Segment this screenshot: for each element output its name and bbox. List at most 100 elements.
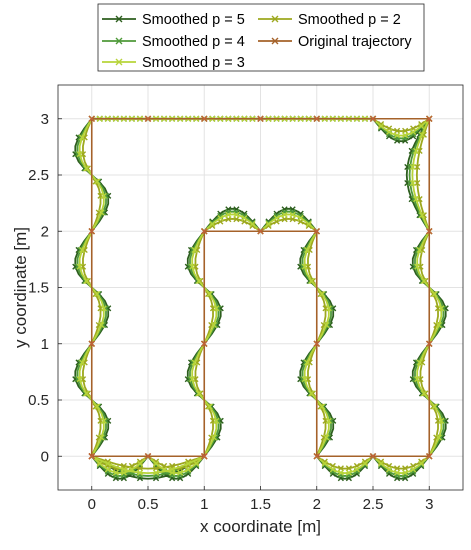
series-point <box>96 460 103 467</box>
series-point <box>136 469 144 476</box>
series-point <box>319 403 326 410</box>
series-point <box>416 246 423 254</box>
series-point <box>257 115 264 123</box>
series-point <box>195 277 202 285</box>
series-point <box>438 305 445 312</box>
series-point <box>100 417 107 424</box>
series-point <box>402 469 409 476</box>
series-point <box>325 417 332 424</box>
plot-series <box>72 115 449 482</box>
series-point <box>425 115 433 123</box>
series-point <box>78 134 86 141</box>
series-point <box>213 417 220 424</box>
legend-box <box>97 3 425 72</box>
series-point <box>418 460 425 467</box>
series-point <box>200 227 208 235</box>
x-tick-label: 1.5 <box>250 496 271 513</box>
series-point <box>438 417 445 424</box>
series-point <box>319 290 326 298</box>
series-point <box>303 246 311 254</box>
legend-marker <box>115 37 123 45</box>
series-point <box>325 305 332 312</box>
series-point <box>76 151 83 158</box>
series-point <box>144 452 152 460</box>
series-point <box>83 390 90 397</box>
series-point <box>329 466 336 473</box>
series-point <box>88 452 96 460</box>
series-point <box>210 434 218 441</box>
series-point <box>265 220 272 228</box>
series-point <box>418 458 425 465</box>
series-point <box>120 469 127 476</box>
series-point <box>425 227 433 235</box>
series-point <box>94 403 101 410</box>
x-axis-label: x coordinate [m] <box>200 517 321 536</box>
series-point <box>301 263 308 270</box>
series-point <box>225 211 232 218</box>
series-point <box>289 211 296 218</box>
series-point <box>353 466 361 473</box>
series-point <box>191 246 198 254</box>
series-point <box>76 263 83 270</box>
legend-label: Smoothed p = 5 <box>142 12 245 28</box>
series-point <box>416 359 423 366</box>
series-point <box>377 121 385 128</box>
x-tick-label: 2.5 <box>363 496 384 513</box>
series-point <box>191 359 198 366</box>
series-point <box>98 321 105 329</box>
series-point <box>189 263 196 270</box>
series-point <box>265 222 272 229</box>
series-point <box>412 147 420 154</box>
series-point <box>169 469 176 476</box>
series-point <box>233 211 240 218</box>
series-point <box>297 214 304 222</box>
series-point <box>321 458 328 465</box>
series-point <box>418 121 425 128</box>
series-point <box>377 122 385 130</box>
series-point <box>160 466 168 473</box>
series-point <box>412 196 420 203</box>
series-point <box>209 220 216 228</box>
series-point <box>76 376 83 383</box>
series-point <box>345 469 352 476</box>
series-point <box>136 458 144 465</box>
series-point <box>152 460 160 467</box>
series-point <box>420 390 427 397</box>
series-point <box>78 246 86 254</box>
series-point <box>88 227 96 235</box>
x-tick-label: 3 <box>425 496 433 513</box>
series-point <box>369 115 377 123</box>
series-point <box>210 321 218 329</box>
legend-marker <box>115 15 123 23</box>
legend-marker <box>115 58 123 66</box>
x-tick-label: 1 <box>200 496 208 513</box>
y-tick-label: 0 <box>41 448 49 465</box>
series-point <box>144 115 152 123</box>
y-tick-label: 2.5 <box>28 167 49 184</box>
series-point <box>313 227 321 235</box>
series-point <box>209 222 216 229</box>
series-point <box>195 390 202 397</box>
series-point <box>402 132 409 139</box>
series-point <box>410 128 417 136</box>
series-point <box>385 466 393 473</box>
series-point <box>313 452 321 460</box>
series-point <box>189 376 196 383</box>
series-point <box>241 214 248 222</box>
series-point <box>152 458 160 465</box>
series-point <box>136 460 144 467</box>
series-point <box>100 305 107 312</box>
series-point <box>414 263 421 270</box>
y-tick-label: 1.5 <box>28 280 49 297</box>
series-point <box>435 321 443 329</box>
legend-label: Smoothed p = 2 <box>298 12 401 28</box>
legend-marker <box>271 15 279 23</box>
series-point <box>128 466 136 473</box>
series-point <box>273 214 280 222</box>
series-point <box>177 469 184 476</box>
series-point <box>323 321 330 329</box>
series-original-trajectory <box>88 115 433 460</box>
series-point <box>83 165 90 172</box>
